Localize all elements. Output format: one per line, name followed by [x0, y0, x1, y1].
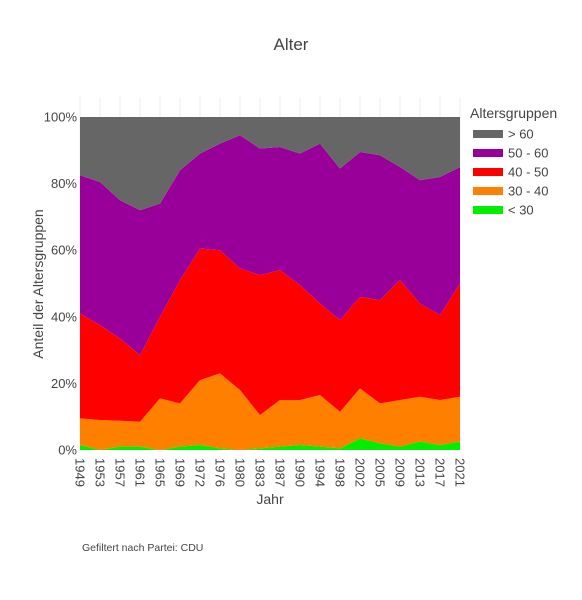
- legend-swatch: [473, 206, 503, 214]
- area-series-60: [80, 117, 460, 211]
- x-tick-label: 1987: [273, 458, 288, 487]
- x-tick-label: 1980: [233, 458, 248, 487]
- legend-swatch: [473, 130, 503, 138]
- y-axis-label: Anteil der Altersgruppen: [30, 209, 46, 358]
- x-tick-label: 1983: [253, 458, 268, 487]
- x-tick-label: 1965: [153, 458, 168, 487]
- x-tick-label: 1949: [73, 458, 88, 487]
- area-series-50-60: [80, 135, 460, 356]
- x-tick-label: 1976: [213, 458, 228, 487]
- x-tick-label: 2017: [433, 458, 448, 487]
- legend-item-label: > 60: [508, 127, 534, 142]
- x-tick-label: 2021: [453, 458, 468, 487]
- chart-title: Alter: [274, 35, 309, 54]
- legend-swatch: [473, 168, 503, 176]
- x-tick-label: 2013: [413, 458, 428, 487]
- y-tick-label: 40%: [51, 309, 77, 324]
- x-tick-label: 1969: [173, 458, 188, 487]
- y-tick-label: 0%: [58, 443, 77, 458]
- x-tick-label: 2002: [353, 458, 368, 487]
- x-tick-label: 1961: [133, 458, 148, 487]
- x-tick-label: 1998: [333, 458, 348, 487]
- x-tick-label: 1994: [313, 458, 328, 487]
- y-tick-label: 20%: [51, 376, 77, 391]
- area-layers: [80, 117, 460, 450]
- x-tick-label: 1953: [93, 458, 108, 487]
- area-series-40-50: [80, 248, 460, 422]
- legend-title: Altersgruppen: [470, 105, 557, 121]
- legend-item-label: 50 - 60: [508, 146, 548, 161]
- legend-item-label: < 30: [508, 203, 534, 218]
- footnote: Gefiltert nach Partei: CDU: [82, 542, 203, 554]
- x-tick-label: 2009: [393, 458, 408, 487]
- x-axis-label: Jahr: [256, 491, 284, 507]
- x-tick-label: 1990: [293, 458, 308, 487]
- legend-swatch: [473, 187, 503, 195]
- legend-item-label: 40 - 50: [508, 165, 548, 180]
- legend: Altersgruppen > 60 50 - 60 40 - 50 30 - 40 <…: [470, 105, 557, 218]
- y-tick-label: 80%: [51, 176, 77, 191]
- legend-swatch: [473, 149, 503, 157]
- x-tick-label: 1972: [193, 458, 208, 487]
- y-axis-ticks: 0% 20% 40% 60% 80% 100%: [44, 110, 78, 458]
- x-tick-label: 1957: [113, 458, 128, 487]
- y-tick-label: 60%: [51, 243, 77, 258]
- area-series-30-40: [80, 373, 460, 450]
- y-tick-label: 100%: [44, 110, 78, 125]
- x-axis-ticks: 1949 1953 1957 1961 1965 1969 1972 1976 1980 1983…: [73, 458, 468, 487]
- legend-item-label: 30 - 40: [508, 184, 548, 199]
- area-series-30: [80, 438, 460, 450]
- x-tick-label: 2005: [373, 458, 388, 487]
